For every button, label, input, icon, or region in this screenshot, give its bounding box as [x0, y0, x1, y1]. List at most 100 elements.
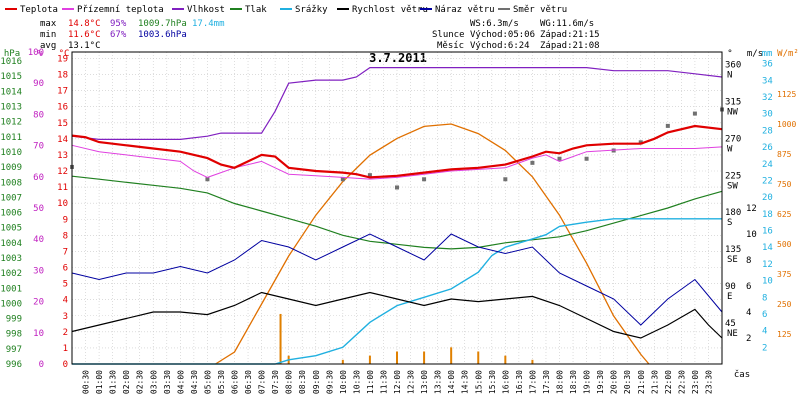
deg-dir-tick-1: E	[727, 292, 732, 302]
pct-tick-10: 100	[28, 48, 44, 58]
stats-max-temp: 14.8°C	[68, 19, 101, 29]
c-tick-11: 11	[57, 183, 68, 193]
c-tick-6: 6	[63, 264, 68, 274]
x-tick-29: 15:00	[474, 370, 483, 394]
pct-tick-8: 80	[33, 110, 44, 120]
pct-tick-1: 10	[33, 329, 44, 339]
hpa-tick-13: 1009	[0, 163, 22, 173]
plot-frame	[71, 51, 723, 365]
hpa-tick-15: 1011	[0, 133, 22, 143]
legend-label-0: Teplota	[20, 5, 58, 15]
x-tick-37: 19:00	[583, 370, 592, 394]
rain-rate-bar-6	[423, 351, 426, 364]
stats-ws: WS:6.3m/s	[470, 19, 519, 29]
legend-label-2: Vlhkost	[187, 5, 225, 15]
stats-min-temp: 11.6°C	[68, 30, 101, 40]
x-tick-38: 19:30	[596, 370, 605, 394]
deg-tick-1: 90	[725, 282, 736, 292]
hpa-tick-8: 1004	[0, 239, 22, 249]
rain-rate-bar-1	[279, 313, 282, 364]
x-tick-24: 12:30	[407, 370, 416, 394]
legend-label-4: Srážky	[295, 5, 328, 15]
hpa-tick-3: 999	[6, 315, 22, 325]
x-tick-31: 16:00	[501, 370, 510, 394]
stats-slunce-rise: Východ:05:06	[470, 30, 535, 40]
deg-dir-tick-6: NW	[727, 107, 738, 117]
x-tick-34: 17:30	[542, 370, 551, 394]
c-tick-17: 17	[57, 87, 68, 97]
deg-tick-6: 315	[725, 97, 741, 107]
x-tick-12: 06:30	[244, 370, 253, 394]
legend-label-5: Rychlost větru	[352, 5, 428, 15]
wm2-tick-7: 1000	[777, 120, 796, 129]
mm-tick-7: 16	[762, 227, 773, 237]
x-tick-33: 17:00	[528, 370, 537, 394]
hpa-tick-0: 996	[6, 360, 22, 370]
rain-rate-bar-9	[504, 355, 507, 364]
stats-avg-temp: 13.1°C	[68, 41, 101, 51]
temperature-line	[71, 124, 723, 179]
deg-tick-0: 45	[725, 319, 736, 329]
wm2-tick-2: 375	[777, 270, 792, 279]
deg-tick-4: 225	[725, 171, 741, 181]
c-tick-18: 18	[57, 71, 68, 81]
mm-tick-4: 10	[762, 277, 773, 287]
wm2-axis-title: W/m²	[777, 49, 799, 59]
wm2-tick-4: 625	[777, 210, 792, 219]
x-tick-35: 18:00	[556, 370, 565, 394]
x-tick-22: 11:30	[379, 370, 388, 394]
x-tick-4: 02:30	[136, 370, 145, 394]
deg-dir-tick-2: SE	[727, 255, 738, 265]
x-tick-14: 07:30	[271, 370, 280, 394]
wm2-tick-1: 250	[777, 300, 792, 309]
c-tick-8: 8	[63, 231, 68, 241]
pct-axis-title: %	[37, 49, 43, 59]
rain-rate-bar-4	[368, 355, 371, 364]
axis-ticks: 0123456789101112131415161718199969979989…	[0, 48, 796, 394]
wm2-tick-3: 500	[777, 240, 792, 249]
mm-axis-title: mm	[762, 49, 773, 59]
c-tick-12: 12	[57, 167, 68, 177]
mm-tick-9: 20	[762, 193, 773, 203]
deg-tick-5: 270	[725, 134, 741, 144]
x-tick-6: 03:30	[163, 370, 172, 394]
x-tick-42: 21:30	[650, 370, 659, 394]
pct-tick-3: 30	[33, 266, 44, 276]
pct-tick-7: 70	[33, 142, 44, 152]
mm-tick-8: 18	[762, 210, 773, 220]
deg-dir-tick-7: N	[727, 70, 732, 80]
c-axis-title: °C	[59, 49, 70, 59]
x-tick-36: 18:30	[569, 370, 578, 394]
mm-tick-17: 36	[762, 60, 773, 70]
wind-dir-point-3	[367, 173, 372, 178]
x-tick-45: 23:00	[691, 370, 700, 394]
c-tick-19: 19	[57, 54, 68, 64]
x-tick-30: 15:30	[488, 370, 497, 394]
solar-radiation-line	[215, 123, 650, 365]
wind-dir-point-5	[422, 177, 427, 182]
deg-tick-7: 360	[725, 60, 741, 70]
legend-label-3: Tlak	[245, 5, 267, 15]
rain-rate-bar-5	[396, 351, 398, 364]
wind-gust-line	[71, 233, 723, 326]
rain-line	[72, 218, 722, 365]
x-tick-11: 06:00	[231, 370, 240, 394]
deg-dir-tick-4: SW	[727, 181, 738, 191]
c-tick-13: 13	[57, 151, 68, 161]
c-tick-1: 1	[63, 344, 68, 354]
hpa-tick-5: 1001	[0, 284, 22, 294]
x-tick-20: 10:30	[352, 370, 361, 394]
ms-axis-title: m/s	[747, 49, 763, 59]
wm2-tick-5: 750	[777, 180, 792, 189]
legend-label-7: Směr větru	[513, 5, 567, 15]
x-tick-21: 11:00	[366, 370, 375, 394]
wind-speed-line	[71, 291, 723, 339]
rain-rate-bar-7	[450, 347, 453, 364]
pct-tick-2: 20	[33, 298, 44, 308]
x-tick-9: 05:00	[203, 370, 212, 394]
hpa-tick-10: 1006	[0, 209, 22, 219]
ms-tick-1: 4	[746, 308, 751, 318]
hpa-tick-2: 998	[6, 330, 22, 340]
mm-tick-12: 26	[762, 143, 773, 153]
